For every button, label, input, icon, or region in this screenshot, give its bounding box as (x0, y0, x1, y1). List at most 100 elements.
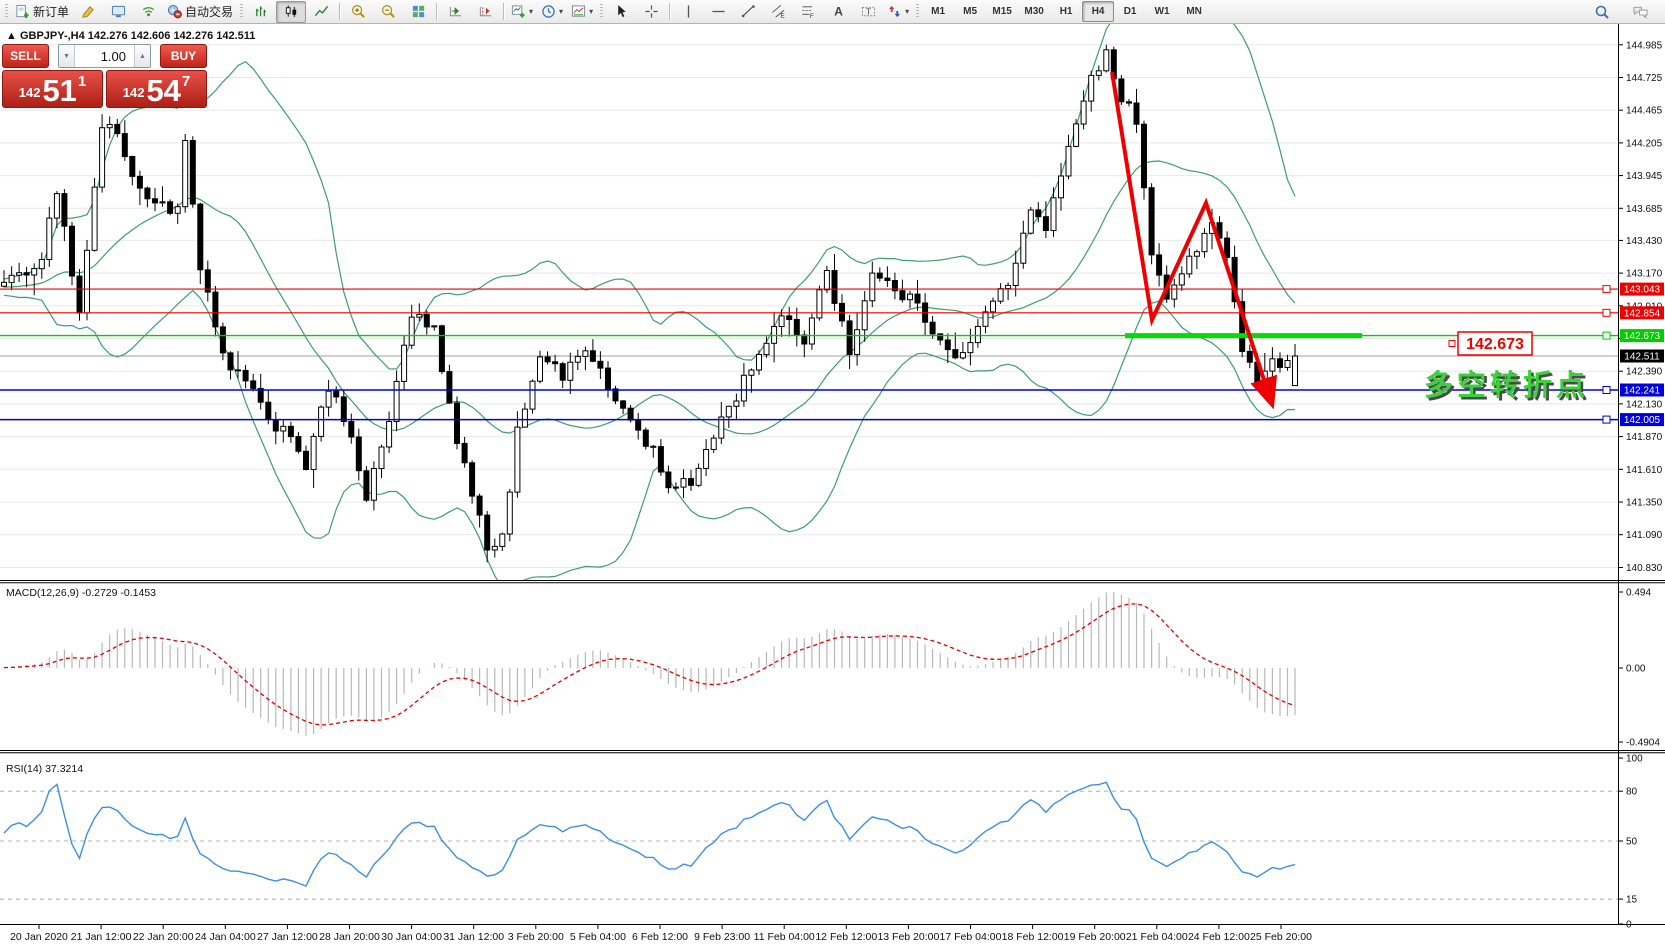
line-chart-button[interactable] (306, 1, 336, 23)
search-button[interactable] (1587, 1, 1617, 23)
candlestick-chart-button[interactable] (276, 0, 307, 23)
new-order-button[interactable]: 新订单 (11, 1, 73, 23)
cursor-button[interactable] (606, 1, 636, 23)
market-watch-button[interactable] (103, 1, 133, 23)
buy-button[interactable]: BUY (160, 44, 207, 68)
toolbar-drag-handle[interactable] (600, 4, 604, 19)
rsi-axis-tick: 80 (1626, 787, 1638, 798)
rsi-axis-tick: 100 (1626, 754, 1643, 765)
volume-increase-button[interactable]: ▲ (134, 45, 150, 67)
time-tick: 25 Feb 20:00 (1250, 931, 1312, 943)
timeframe-MN[interactable]: MN (1186, 6, 1202, 17)
main-toolbar: 新订单 自动交易 ▾ ▾ ▾ E F A T ▾ M1 M5 M15 M30 H1 H4 D… (0, 0, 1665, 24)
time-tick: 20 Jan 2020 (10, 931, 68, 943)
autotrade-button[interactable]: 自动交易 (163, 1, 237, 23)
horizontal-line-tool[interactable] (703, 1, 733, 23)
sell-button[interactable]: SELL (2, 44, 49, 68)
timeframe-group: M1 M5 M15 M30 H1 H4 D1 W1 MN (922, 1, 1210, 22)
toolbar-drag-handle[interactable] (240, 4, 244, 19)
channel-icon: E (771, 4, 786, 19)
arrows-dropdown[interactable]: ▾ (883, 1, 913, 23)
price-label-chip: 142.241 (1624, 386, 1661, 397)
bar-chart-button[interactable] (246, 1, 276, 23)
price-tick: 143.430 (1626, 236, 1663, 247)
price-callout-box[interactable] (1457, 331, 1533, 356)
sell-price-button[interactable]: 142 51 1 (2, 70, 103, 108)
profiles-dropdown[interactable]: ▾ (537, 1, 567, 23)
text-tool[interactable]: A (823, 1, 853, 23)
price-label-chip: 142.854 (1624, 308, 1661, 319)
zoom-in-button[interactable] (343, 1, 373, 23)
cn-annotation-text: 多空转折点 (1424, 368, 1589, 402)
signals-button[interactable] (133, 1, 163, 23)
timeframe-M5[interactable]: M5 (963, 6, 978, 17)
vertical-line-tool[interactable] (673, 1, 703, 23)
channel-tool[interactable]: E (763, 1, 793, 23)
tile-windows-button[interactable] (403, 1, 433, 23)
auto-scroll-button[interactable] (440, 1, 470, 23)
time-tick: 21 Jan 12:00 (71, 931, 132, 943)
new-order-label: 新订单 (33, 5, 70, 19)
trendline-icon (741, 4, 756, 19)
time-tick: 22 Jan 20:00 (133, 931, 194, 943)
chart-window[interactable]: MACD(12,26,9) -0.2729 -0.1453 RSI(14) 37.… (0, 24, 1665, 946)
chart-shift-button[interactable] (470, 1, 500, 23)
volume-decrease-button[interactable]: ▼ (59, 45, 75, 67)
chat-button[interactable] (1625, 1, 1655, 23)
toolbar-drag-handle[interactable] (5, 4, 8, 19)
time-tick: 30 Jan 04:00 (381, 931, 442, 943)
trend-arrow-drawing[interactable] (1110, 71, 1278, 410)
arrows-icon (887, 4, 902, 19)
buy-price-big: 54 (146, 73, 181, 108)
level-line-handle (1602, 386, 1611, 394)
time-tick: 17 Feb 04:00 (940, 931, 1002, 943)
indicators-dropdown[interactable]: ▾ (567, 1, 597, 23)
timeframe-M15[interactable]: M15 (992, 6, 1012, 17)
styler-button[interactable] (73, 1, 103, 23)
timeframe-H1[interactable]: H1 (1059, 6, 1073, 17)
fibonacci-tool[interactable]: F (793, 1, 823, 23)
time-tick: 13 Feb 20:00 (877, 931, 939, 943)
zoom-out-button[interactable] (373, 1, 403, 23)
timeframe-W1[interactable]: W1 (1154, 6, 1170, 17)
trendline-tool[interactable] (733, 1, 763, 23)
timeframe-M30[interactable]: M30 (1024, 6, 1044, 17)
volume-spinner[interactable]: ▼ 1.00 ▲ (58, 44, 151, 68)
timeframe-H4[interactable]: H4 (1082, 1, 1115, 22)
price-tick: 141.090 (1626, 530, 1663, 541)
cn-annotation-shadow: 多空转折点 (1427, 371, 1592, 405)
auto-scroll-icon (448, 4, 463, 19)
time-tick: 12 Feb 12:00 (815, 931, 877, 943)
clock-icon (541, 4, 556, 19)
time-tick: 19 Feb 20:00 (1064, 931, 1126, 943)
toolbar-right-icons (1587, 1, 1663, 23)
timeframe-D1[interactable]: D1 (1123, 6, 1137, 17)
time-tick: 24 Jan 04:00 (195, 931, 256, 943)
crosshair-button[interactable] (636, 1, 666, 23)
text-icon: A (831, 4, 846, 19)
signal-icon (141, 4, 156, 19)
fibonacci-icon: F (801, 4, 816, 19)
macd-signal-line (3, 603, 1296, 726)
price-callout-text: 142.673 (1466, 336, 1524, 353)
text-label-tool[interactable]: T (853, 1, 883, 23)
new-chart-dropdown[interactable]: ▾ (507, 1, 537, 23)
macd-axis-tick: 0.00 (1626, 664, 1646, 675)
macd-axis-tick: 0.494 (1626, 588, 1651, 599)
time-axis: 20 Jan 2020 21 Jan 12:00 22 Jan 20:00 24 Ja… (10, 925, 1312, 943)
panel-borders (0, 24, 1665, 925)
level-line-handle (1602, 308, 1611, 317)
timeframe-M1[interactable]: M1 (931, 6, 946, 17)
chart-canvas[interactable]: MACD(12,26,9) -0.2729 -0.1453 RSI(14) 37.… (0, 24, 1665, 946)
price-tick: 144.465 (1626, 106, 1663, 117)
time-tick: 28 Jan 20:00 (319, 931, 380, 943)
styler-icon (81, 4, 96, 19)
volume-value[interactable]: 1.00 (100, 48, 126, 64)
zoom-out-icon (381, 4, 396, 19)
chart-shift-icon (478, 4, 493, 19)
line-chart-icon (314, 4, 329, 19)
toolbar-drag-handle[interactable] (916, 4, 920, 19)
price-label-chip: 142.673 (1624, 331, 1661, 342)
buy-price-button[interactable]: 142 54 7 (106, 70, 207, 108)
